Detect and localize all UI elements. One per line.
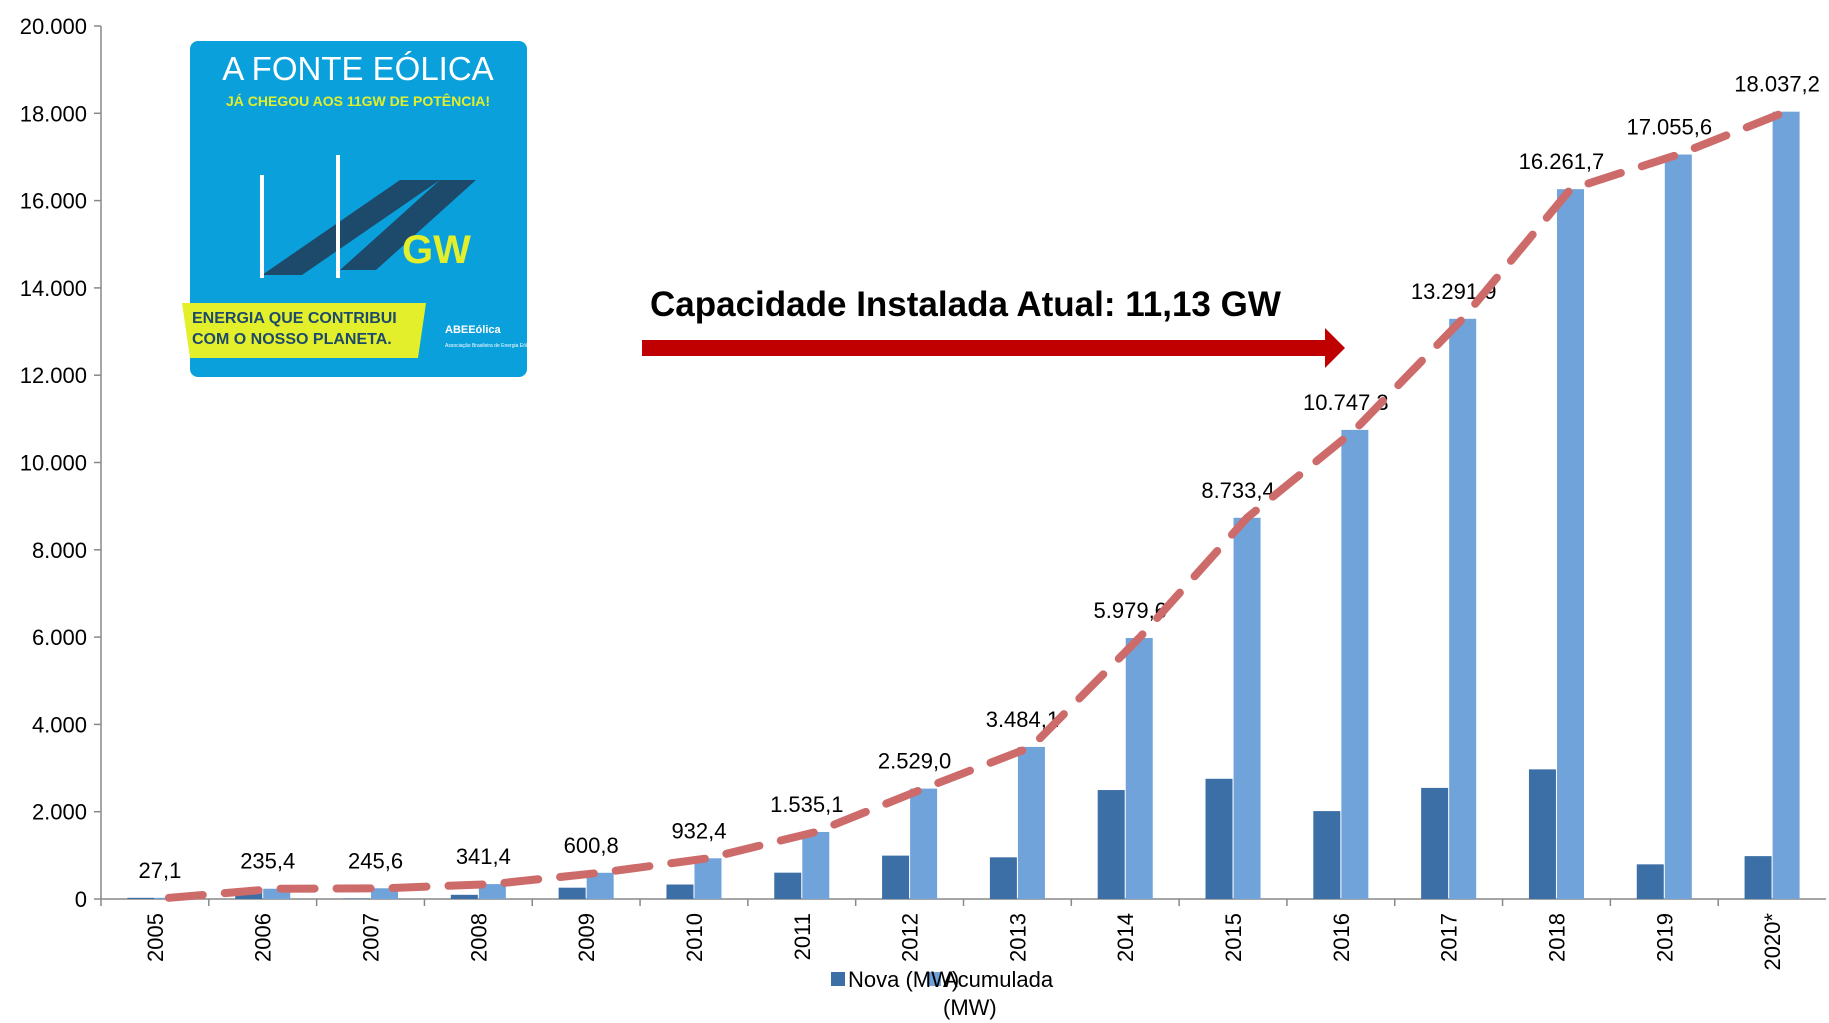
bar bbox=[1664, 154, 1692, 899]
y-tick-label: 4.000 bbox=[32, 712, 87, 737]
value-label: 600,8 bbox=[564, 833, 619, 858]
bar bbox=[1744, 856, 1772, 899]
bar bbox=[450, 894, 478, 899]
bar bbox=[371, 888, 399, 899]
legend-swatch bbox=[927, 972, 941, 986]
bar bbox=[127, 897, 155, 899]
badge-logo-caption: Associação Brasileira de Energia Eólica bbox=[445, 343, 534, 349]
badge-slogan: COM O NOSSO PLANETA. bbox=[192, 331, 392, 348]
x-tick-label: 2013 bbox=[1005, 913, 1030, 962]
bar bbox=[1449, 318, 1477, 899]
value-label: 341,4 bbox=[456, 844, 511, 869]
bar bbox=[910, 788, 938, 899]
bar bbox=[1341, 429, 1369, 899]
value-label: 18.037,2 bbox=[1734, 72, 1820, 97]
bar bbox=[1097, 790, 1125, 899]
value-label: 245,6 bbox=[348, 848, 403, 873]
bar bbox=[989, 857, 1017, 899]
value-label: 27,1 bbox=[138, 858, 181, 883]
value-label: 932,4 bbox=[671, 818, 726, 843]
annotation: Capacidade Instalada Atual: 11,13 GW bbox=[650, 285, 1281, 324]
bar bbox=[1205, 778, 1233, 899]
y-tick-label: 8.000 bbox=[32, 538, 87, 563]
bar bbox=[882, 855, 910, 899]
x-tick-label: 2008 bbox=[466, 913, 491, 962]
x-tick-label: 2005 bbox=[143, 913, 168, 962]
x-tick-label: 2019 bbox=[1652, 913, 1677, 962]
x-tick-label: 2015 bbox=[1221, 913, 1246, 962]
badge-band bbox=[182, 303, 426, 358]
bar bbox=[666, 884, 694, 899]
badge-shape bbox=[340, 180, 476, 270]
legend-swatch bbox=[831, 972, 845, 986]
x-tick-label: 2011 bbox=[790, 913, 815, 960]
x-tick-label: 2014 bbox=[1113, 913, 1138, 962]
value-label: 1.535,1 bbox=[770, 792, 843, 817]
bar bbox=[478, 884, 506, 899]
x-tick-label: 2009 bbox=[574, 913, 599, 962]
x-tick-label: 2020* bbox=[1760, 913, 1785, 971]
trend-line bbox=[164, 107, 1791, 902]
value-label: 8.733,4 bbox=[1201, 478, 1274, 503]
bar bbox=[1556, 189, 1584, 900]
bar bbox=[1233, 517, 1261, 899]
value-label: 235,4 bbox=[240, 849, 295, 874]
badge-logo: ABEEólica bbox=[445, 324, 502, 336]
bar bbox=[1772, 111, 1800, 900]
bar bbox=[558, 887, 586, 899]
bar bbox=[1421, 787, 1449, 899]
badge-shape bbox=[262, 180, 440, 275]
x-tick-label: 2017 bbox=[1437, 913, 1462, 962]
bar bbox=[263, 888, 291, 899]
bar bbox=[1017, 746, 1045, 899]
y-tick-label: 12.000 bbox=[20, 363, 87, 388]
badge-subtitle: JÁ CHEGOU AOS 11GW DE POTÊNCIA! bbox=[226, 92, 490, 109]
x-tick-label: 2006 bbox=[251, 913, 276, 962]
y-tick-label: 10.000 bbox=[20, 451, 87, 476]
badge: A FONTE EÓLICA JÁ CHEGOU AOS 11GW DE POT… bbox=[182, 41, 534, 377]
value-label: 16.261,7 bbox=[1519, 149, 1605, 174]
bar bbox=[1636, 864, 1664, 899]
legend-label: Acumulada (MW) bbox=[943, 967, 1054, 1020]
badge-unit: GW bbox=[402, 228, 471, 272]
y-tick-label: 20.000 bbox=[20, 14, 87, 39]
bar bbox=[802, 831, 830, 899]
bar bbox=[774, 872, 802, 899]
y-tick-label: 18.000 bbox=[20, 101, 87, 126]
x-tick-label: 2016 bbox=[1329, 913, 1354, 962]
x-tick-label: 2018 bbox=[1544, 913, 1569, 962]
badge-title: A FONTE EÓLICA bbox=[222, 50, 493, 87]
legend-label: Nova (MW) bbox=[848, 967, 960, 992]
bar bbox=[694, 858, 722, 899]
y-tick-label: 6.000 bbox=[32, 625, 87, 650]
value-label: 17.055,6 bbox=[1626, 115, 1712, 140]
x-tick-label: 2007 bbox=[359, 913, 384, 962]
bar bbox=[1313, 811, 1341, 899]
x-tick-label: 2012 bbox=[898, 913, 923, 962]
y-tick-label: 0 bbox=[75, 887, 87, 912]
y-tick-label: 16.000 bbox=[20, 189, 87, 214]
value-label: 2.529,0 bbox=[878, 749, 951, 774]
bar bbox=[1528, 769, 1556, 899]
y-tick-label: 14.000 bbox=[20, 276, 87, 301]
annotation-arrow bbox=[642, 328, 1345, 368]
y-tick-label: 2.000 bbox=[32, 800, 87, 825]
bar bbox=[1125, 637, 1153, 899]
x-tick-label: 2010 bbox=[682, 913, 707, 962]
badge-slogan: ENERGIA QUE CONTRIBUI bbox=[192, 310, 397, 327]
